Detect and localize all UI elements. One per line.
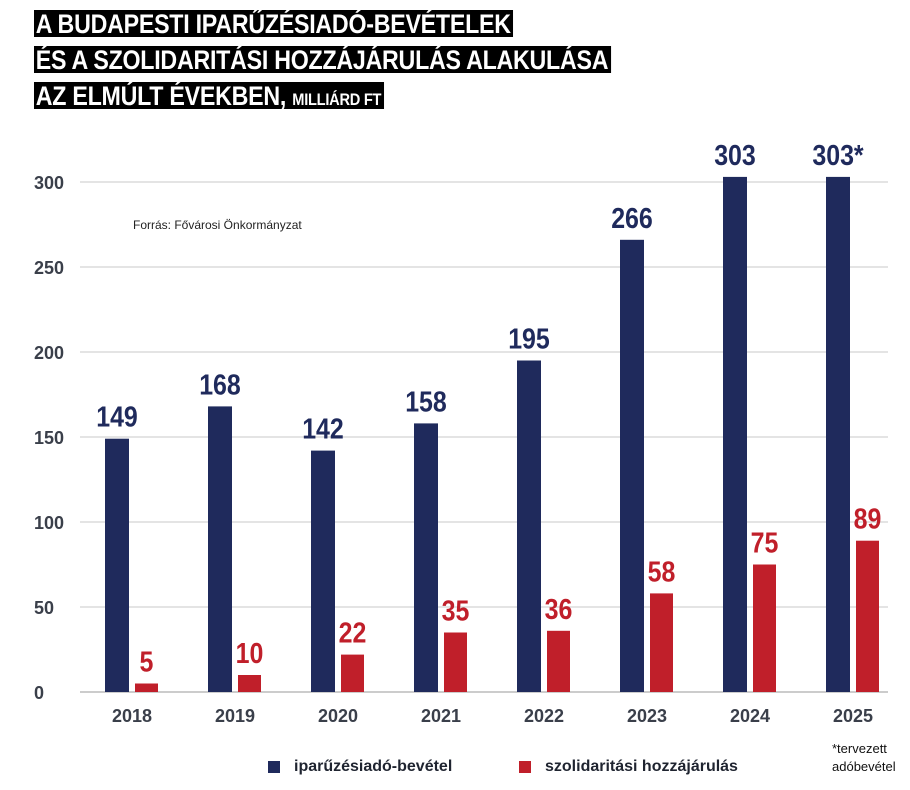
chart-title-line-1: A BUDAPESTI IPARŰZÉSIADÓ-BEVÉTELEK [34,9,514,39]
data-label-series2: 75 [751,527,779,559]
data-label-series2: 10 [236,637,264,669]
bar-series2 [650,593,673,692]
title-text-1: A BUDAPESTI IPARŰZÉSIADÓ-BEVÉTELEK [35,9,511,39]
x-tick-label: 2021 [421,706,461,726]
legend-swatch-series2 [519,761,531,773]
y-tick-label: 250 [34,258,64,278]
data-label-series1: 303* [812,139,864,171]
bar-series1 [620,239,644,693]
y-tick-label: 0 [34,683,44,703]
footnote-line-2: adóbevétel [832,759,896,774]
bar-series2 [753,564,776,692]
data-label-series1: 142 [302,413,344,445]
data-label-series1: 195 [508,323,550,355]
bar-series2 [135,683,158,692]
x-tick-label: 2025 [833,706,873,726]
legend-item-series1: iparűzésiadó-bevétel [268,758,452,776]
y-tick-label: 200 [34,343,64,363]
bar-series2 [238,675,261,692]
x-tick-label: 2023 [627,706,667,726]
title-unit: MILLIÁRD FT [292,90,382,109]
footnote-line-1: *tervezett [832,741,887,756]
y-tick-label: 300 [34,173,64,193]
data-label-series1: 266 [611,202,653,234]
bar-series1 [723,176,747,692]
data-label-series1: 303 [714,139,756,171]
data-label-series2: 35 [442,595,470,627]
title-text-3: AZ ELMÚLT ÉVEKBEN, [35,81,287,111]
bar-series2 [856,540,879,692]
x-tick-label: 2024 [730,706,770,726]
bar-series1 [311,450,335,692]
bar-series1 [414,423,438,692]
legend-label-series1: iparűzésiadó-bevétel [294,758,453,775]
data-label-series2: 36 [545,593,573,625]
bar-series2 [444,632,467,692]
bar-series1 [517,360,541,692]
legend-item-series2: szolidaritási hozzájárulás [519,758,738,776]
chart-title-line-3: AZ ELMÚLT ÉVEKBEN, MILLIÁRD FT [34,81,384,111]
y-tick-label: 50 [34,598,54,618]
data-label-series2: 22 [339,617,367,649]
bar-series1 [105,438,129,692]
x-tick-label: 2019 [215,706,255,726]
data-label-series2: 5 [140,646,154,678]
x-tick-label: 2020 [318,706,358,726]
data-label-series1: 158 [405,386,447,418]
bar-series1 [208,406,232,692]
source-note: Forrás: Fővárosi Önkormányzat [133,218,302,232]
data-label-series1: 149 [96,401,138,433]
bar-series2 [341,654,364,692]
y-tick-label: 100 [34,513,64,533]
title-text-2: ÉS A SZOLIDARITÁSI HOZZÁJÁRULÁS ALAKULÁS… [35,45,609,75]
legend-label-series2: szolidaritási hozzájárulás [545,758,738,775]
x-tick-label: 2022 [524,706,564,726]
data-label-series2: 89 [854,503,882,535]
footnote: *tervezett adóbevétel [832,740,896,776]
data-label-series1: 168 [199,369,241,401]
chart-title-line-2: ÉS A SZOLIDARITÁSI HOZZÁJÁRULÁS ALAKULÁS… [34,45,611,75]
y-tick-label: 150 [34,428,64,448]
x-tick-label: 2018 [112,706,152,726]
data-label-series2: 58 [648,556,676,588]
legend-swatch-series1 [268,761,280,773]
bar-series2 [547,630,570,692]
bar-series1 [826,176,850,692]
